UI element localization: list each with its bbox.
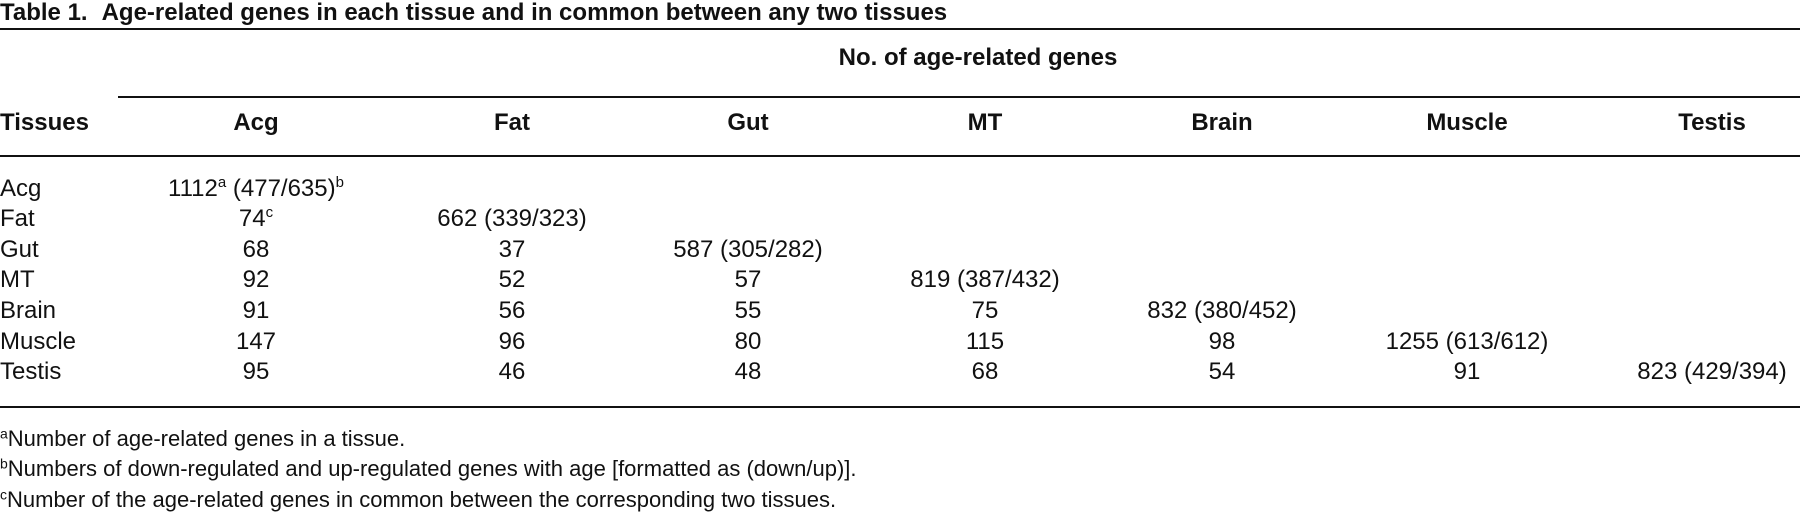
table-cell: 80 xyxy=(735,328,762,356)
cell-value: 91 xyxy=(242,297,270,324)
cell-value: 37 xyxy=(498,236,526,263)
table-cell: 819 (387/432) xyxy=(910,266,1059,294)
footnote-text: Number of age-related genes in a tissue. xyxy=(7,426,406,451)
table-cell: 52 xyxy=(499,266,526,294)
cell-value: 46 xyxy=(498,358,526,385)
top-rule xyxy=(0,28,1800,30)
row-header-tissues: Tissues xyxy=(0,109,89,136)
row-label-mt: MT xyxy=(0,266,35,293)
column-header-acg: Acg xyxy=(233,109,279,136)
cell-value: 52 xyxy=(498,266,526,293)
cell-value: 91 xyxy=(1453,358,1481,385)
table-cell: 68 xyxy=(972,358,999,386)
row-label-acg: Acg xyxy=(0,175,42,202)
cell-value: 587 (305/282) xyxy=(673,236,823,263)
footnote-mark: b xyxy=(335,174,344,191)
footnote-c: cNumber of the age-related genes in comm… xyxy=(0,487,836,513)
row-label-muscle: Muscle xyxy=(0,328,77,355)
column-group-header: No. of age-related genes xyxy=(838,44,1118,71)
table-cell: 587 (305/282) xyxy=(673,236,822,264)
table-caption: Table 1. Age-related genes in each tissue… xyxy=(0,0,947,26)
cell-value: 74 xyxy=(238,205,266,232)
cell-value: 1112 xyxy=(168,175,218,202)
table-cell: 55 xyxy=(735,297,762,325)
row-label-fat: Fat xyxy=(0,205,35,232)
table-cell: 74c xyxy=(239,205,273,233)
cell-value: 147 xyxy=(235,328,277,355)
table-cell: 95 xyxy=(243,358,270,386)
cell-value: 75 xyxy=(971,297,999,324)
column-header-brain: Brain xyxy=(1191,109,1253,136)
cell-value: 57 xyxy=(734,266,762,293)
footnote-b: bNumbers of down-regulated and up-regula… xyxy=(0,456,857,482)
group-header-rule xyxy=(118,96,1800,98)
cell-value: 55 xyxy=(734,297,762,324)
table-number: Table 1. xyxy=(0,0,88,26)
table-cell: 37 xyxy=(499,236,526,264)
footnote-a: aNumber of age-related genes in a tissue… xyxy=(0,426,405,452)
table-cell: 48 xyxy=(735,358,762,386)
table-cell: 1255 (613/612) xyxy=(1386,328,1549,356)
table-cell: 46 xyxy=(499,358,526,386)
table-cell: 54 xyxy=(1209,358,1236,386)
cell-value: 98 xyxy=(1208,328,1236,355)
cell-value: 662 (339/323) xyxy=(437,205,587,232)
footnote-text: Number of the age-related genes in commo… xyxy=(7,487,837,512)
column-header-mt: MT xyxy=(967,109,1003,136)
footnote-mark: c xyxy=(265,204,274,221)
table-cell: 147 xyxy=(236,328,276,356)
column-header-testis: Testis xyxy=(1678,109,1746,136)
table-cell: 91 xyxy=(243,297,270,325)
table-cell: 823 (429/394) xyxy=(1637,358,1786,386)
table-cell: 68 xyxy=(243,236,270,264)
cell-value: 819 (387/432) xyxy=(910,266,1060,293)
footnote-text: Numbers of down-regulated and up-regulat… xyxy=(7,456,857,481)
cell-value: 95 xyxy=(242,358,270,385)
table-cell: 96 xyxy=(499,328,526,356)
cell-value-detail: (477/635) xyxy=(226,175,336,202)
cell-value: 80 xyxy=(734,328,762,355)
footnote-mark: b xyxy=(0,455,8,472)
table-cell: 92 xyxy=(243,266,270,294)
row-label-brain: Brain xyxy=(0,297,57,324)
footnote-mark: c xyxy=(0,486,7,503)
table-cell: 115 xyxy=(966,328,1004,356)
column-header-gut: Gut xyxy=(727,109,769,136)
column-header-fat: Fat xyxy=(494,109,530,136)
cell-value: 832 (380/452) xyxy=(1147,297,1297,324)
table-cell: 91 xyxy=(1454,358,1481,386)
column-header-muscle: Muscle xyxy=(1426,109,1508,136)
table-cell: 56 xyxy=(499,297,526,325)
cell-value: 48 xyxy=(734,358,762,385)
table-title: Age-related genes in each tissue and in … xyxy=(101,0,948,26)
table-cell: 57 xyxy=(735,266,762,294)
table-cell: 1112a (477/635)b xyxy=(168,175,344,203)
cell-value: 56 xyxy=(498,297,526,324)
footnote-mark: a xyxy=(0,425,8,442)
table-cell: 75 xyxy=(972,297,999,325)
header-bottom-rule xyxy=(0,155,1800,157)
bottom-rule xyxy=(0,406,1800,408)
cell-value: 1255 (613/612) xyxy=(1385,328,1549,355)
row-label-testis: Testis xyxy=(0,358,62,385)
table-cell: 832 (380/452) xyxy=(1147,297,1296,325)
cell-value: 68 xyxy=(971,358,999,385)
table-cell: 98 xyxy=(1209,328,1236,356)
footnote-mark: a xyxy=(217,174,227,191)
cell-value: 823 (429/394) xyxy=(1637,358,1787,385)
table-cell: 662 (339/323) xyxy=(437,205,586,233)
cell-value: 54 xyxy=(1208,358,1236,385)
cell-value: 68 xyxy=(242,236,270,263)
row-label-gut: Gut xyxy=(0,236,39,263)
cell-value: 92 xyxy=(242,266,270,293)
cell-value: 115 xyxy=(965,328,1005,355)
cell-value: 96 xyxy=(498,328,526,355)
